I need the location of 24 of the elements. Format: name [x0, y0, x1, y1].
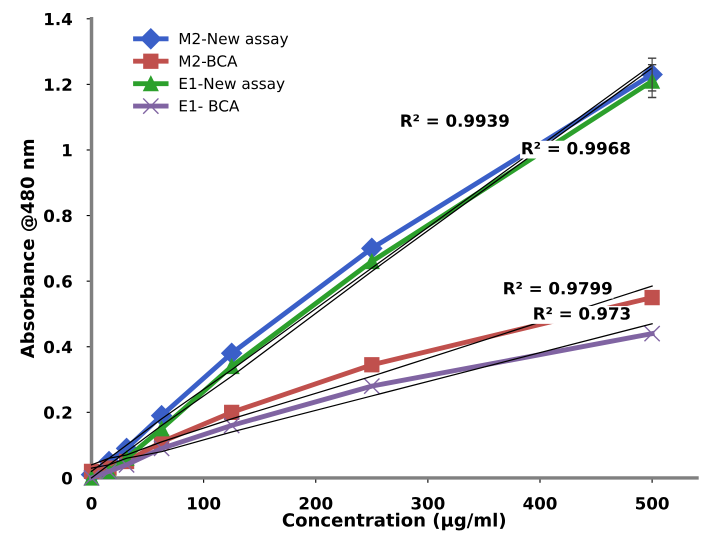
- y-tick-label: 1: [63, 144, 72, 156]
- legend-label: E1-New assay: [180, 78, 285, 92]
- y-axis-title: Absorbance @480 nm: [20, 140, 38, 358]
- annotation: R² = 0.9799: [504, 282, 612, 295]
- x-tick-label: 300: [412, 496, 444, 510]
- x-tick-label: 400: [523, 496, 557, 510]
- x-axis-title: Concentration (µg/ml): [282, 512, 506, 530]
- x-tick-label: 200: [300, 496, 332, 510]
- x-tick-label: 100: [188, 496, 220, 510]
- annotation: R² = 0.9939: [401, 114, 509, 127]
- legend-label: M2-BCA: [180, 55, 238, 67]
- y-tick-label: 0: [62, 472, 72, 484]
- y-tick-label: 1.2: [45, 78, 72, 91]
- annotation: R² = 0.973: [534, 307, 630, 320]
- legend-label: E1- BCA: [180, 100, 240, 112]
- x-tick-label: 0: [86, 496, 97, 510]
- y-tick-label: 0.4: [44, 340, 72, 354]
- y-tick-label: 0.8: [44, 210, 72, 222]
- annotation: R² = 0.9968: [522, 142, 630, 154]
- y-tick-label: 0.6: [44, 275, 72, 288]
- x-tick-label: 500: [636, 496, 669, 510]
- legend-label: M2-New assay: [180, 32, 288, 48]
- y-tick-label: 0.2: [44, 406, 72, 419]
- y-tick-label: 1.4: [45, 12, 72, 26]
